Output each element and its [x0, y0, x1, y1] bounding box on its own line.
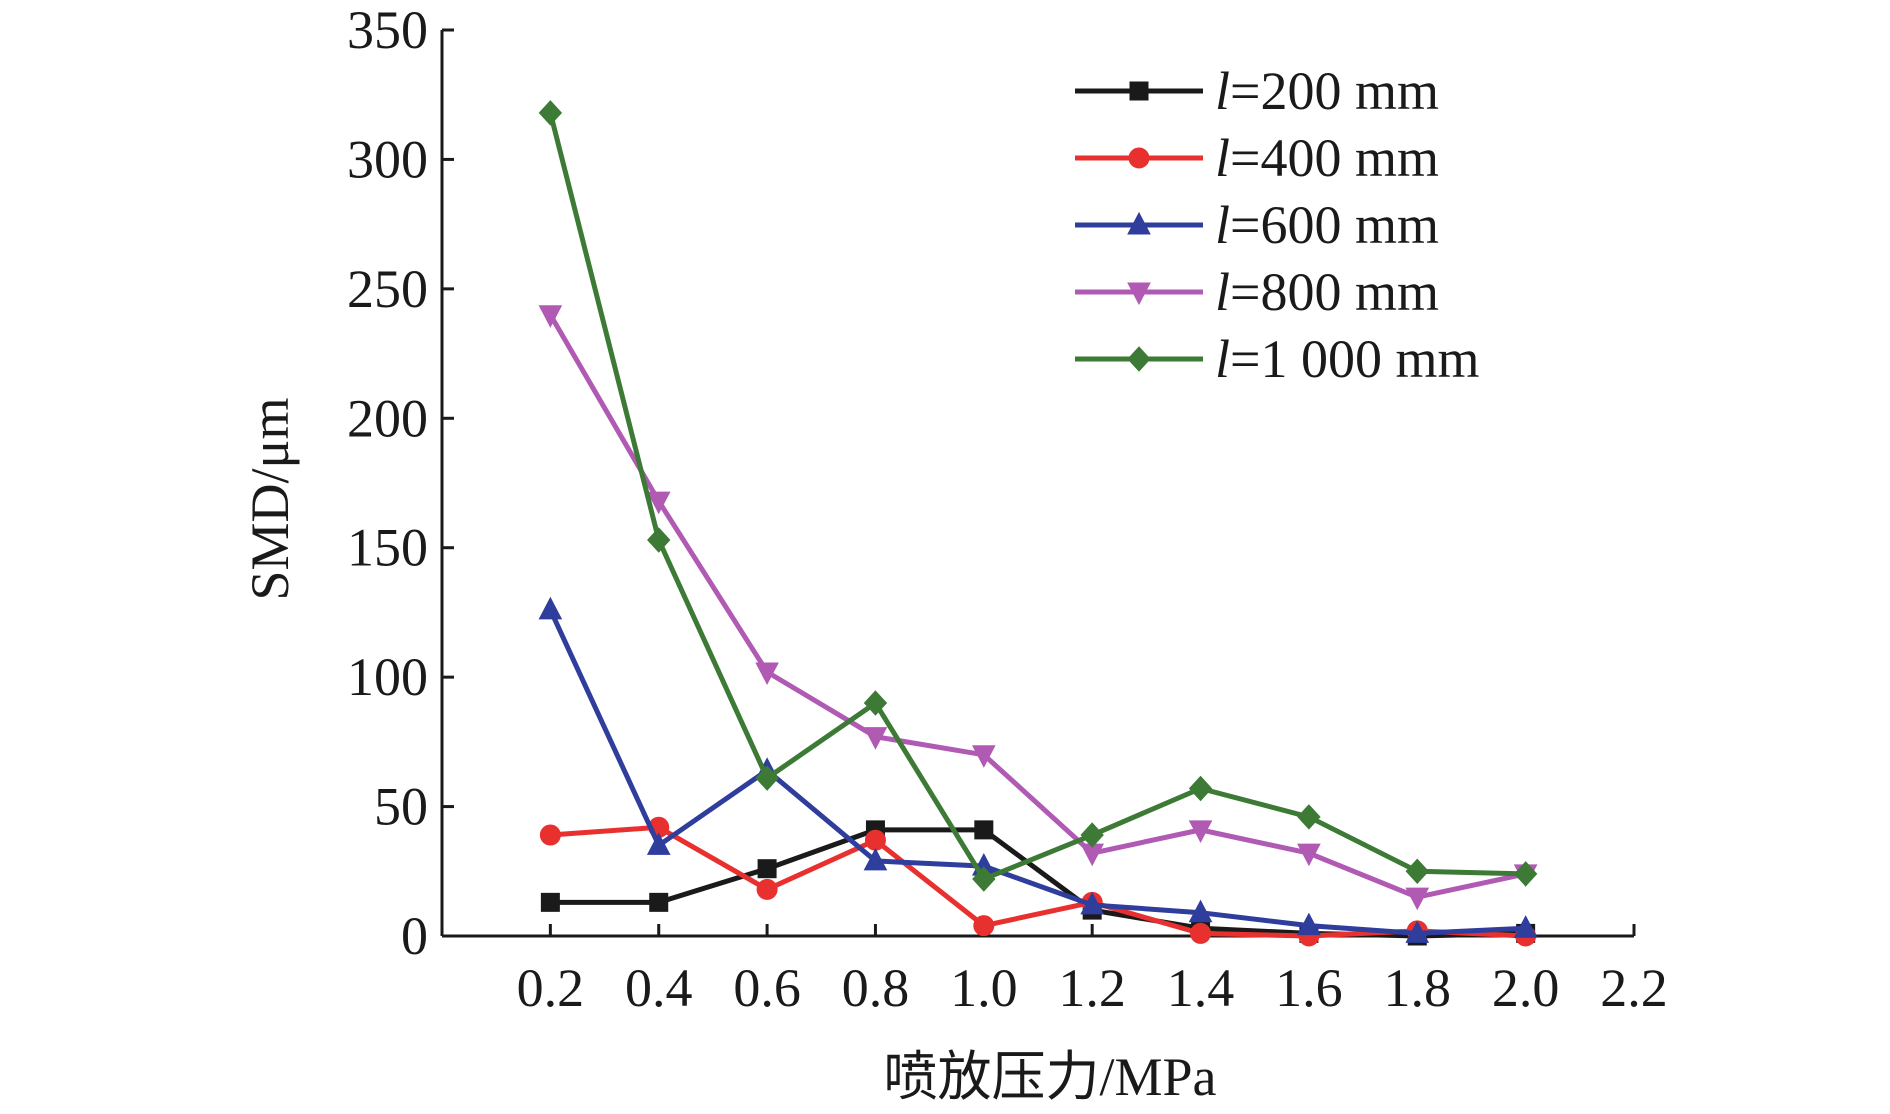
legend-value: =1 000 mm — [1230, 329, 1479, 389]
data-point — [1405, 920, 1430, 943]
data-point — [540, 892, 560, 912]
data-point — [756, 878, 778, 900]
y-tick-label: 250 — [347, 259, 428, 319]
legend-marker — [1127, 211, 1151, 235]
legend-value: =800 mm — [1230, 262, 1439, 322]
x-tick-label: 2.2 — [1600, 958, 1668, 1018]
data-point — [1188, 820, 1213, 843]
x-tick-label: 1.8 — [1384, 958, 1452, 1018]
series-4 — [538, 100, 1538, 892]
y-tick-label: 300 — [347, 129, 428, 189]
series-1 — [539, 816, 1537, 947]
series-line — [548, 608, 1526, 936]
legend-item-0: l=200 mm — [1075, 61, 1439, 121]
axes — [440, 30, 1634, 938]
data-point — [538, 305, 563, 328]
y-tick-label: 150 — [347, 518, 428, 578]
legend-label: l=600 mm — [1215, 195, 1439, 255]
legend-item-2: l=600 mm — [1075, 195, 1439, 255]
data-point — [649, 892, 669, 912]
data-point — [647, 527, 671, 553]
data-point — [1080, 891, 1105, 915]
legend-var: l — [1215, 329, 1230, 389]
data-point — [1297, 912, 1321, 936]
legend-label: l=200 mm — [1215, 61, 1439, 121]
data-point — [863, 847, 888, 871]
legend-marker — [1127, 346, 1151, 372]
series-line — [547, 112, 1526, 883]
data-point — [1405, 887, 1430, 911]
data-point — [972, 866, 996, 892]
x-tick-label: 1.0 — [950, 958, 1018, 1018]
data-point — [646, 832, 671, 855]
data-point — [646, 491, 671, 515]
y-tick-label: 50 — [374, 777, 428, 837]
series-line — [550, 824, 1526, 939]
ticks: 0 50 100 150 200 250 300 350 0.2 0.4 0.6 0.8 1.0 1.2 1… — [347, 0, 1668, 1018]
legend-marker — [1129, 81, 1149, 101]
series — [538, 100, 1538, 947]
data-point — [974, 820, 994, 840]
y-tick-label: 200 — [347, 388, 428, 448]
data-point — [973, 915, 995, 937]
data-point — [1513, 915, 1538, 938]
legend-item-1: l=400 mm — [1075, 128, 1439, 188]
data-point — [863, 727, 888, 750]
data-point — [1190, 922, 1212, 944]
x-tick-label: 0.4 — [625, 958, 693, 1018]
x-axis-title: 喷放压力/MPa — [883, 1047, 1216, 1107]
legend-value: =600 mm — [1230, 195, 1439, 255]
x-tick-label: 2.0 — [1492, 958, 1560, 1018]
data-point — [971, 745, 996, 768]
data-point — [1297, 804, 1321, 830]
data-point — [1297, 843, 1321, 867]
x-tick-label: 1.2 — [1058, 958, 1126, 1018]
series-2 — [538, 596, 1538, 943]
data-point — [863, 690, 888, 716]
x-tick-label: 0.2 — [517, 958, 585, 1018]
legend-item-3: l=800 mm — [1075, 262, 1439, 322]
legend-item-4: l=1 000 mm — [1075, 329, 1479, 389]
data-point — [864, 829, 886, 851]
y-tick-label: 350 — [347, 0, 428, 60]
y-tick-label: 0 — [401, 906, 428, 966]
data-point — [755, 765, 779, 791]
data-point — [538, 100, 563, 126]
legend-marker — [1127, 282, 1151, 306]
legend-var: l — [1215, 195, 1230, 255]
legend-label: l=1 000 mm — [1215, 329, 1479, 389]
data-point — [539, 824, 561, 846]
legend: l=200 mml=400 mml=600 mml=800 mml=1 000 … — [1075, 61, 1479, 389]
y-tick-label: 100 — [347, 647, 428, 707]
legend-value: =400 mm — [1230, 128, 1439, 188]
x-tick-label: 0.8 — [842, 958, 910, 1018]
legend-marker — [1128, 147, 1150, 169]
legend-value: =200 mm — [1230, 61, 1439, 121]
data-point — [1188, 899, 1213, 923]
legend-var: l — [1215, 128, 1230, 188]
data-point — [1080, 822, 1104, 848]
data-point — [1188, 775, 1213, 802]
data-point — [538, 596, 563, 620]
series-line — [548, 313, 1527, 900]
data-point — [757, 859, 777, 879]
legend-var: l — [1215, 262, 1230, 322]
legend-var: l — [1215, 61, 1230, 121]
x-tick-label: 1.6 — [1275, 958, 1343, 1018]
y-axis-title: SMD/μm — [240, 397, 300, 600]
x-tick-label: 0.6 — [733, 958, 801, 1018]
data-point — [755, 662, 779, 686]
legend-label: l=800 mm — [1215, 262, 1439, 322]
x-tick-label: 1.4 — [1167, 958, 1235, 1018]
legend-label: l=400 mm — [1215, 128, 1439, 188]
data-point — [1405, 858, 1429, 885]
data-point — [1513, 861, 1538, 887]
